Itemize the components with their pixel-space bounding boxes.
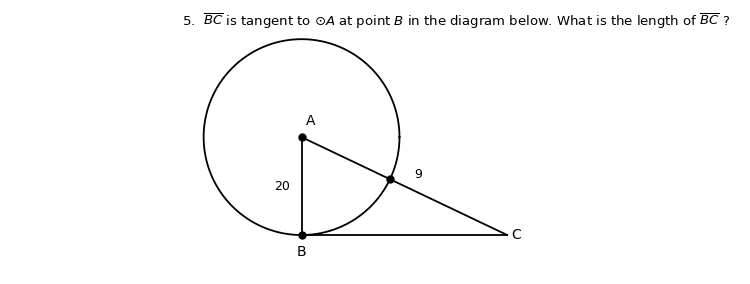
Text: A: A — [305, 114, 315, 128]
Text: 20: 20 — [274, 179, 290, 193]
Text: 5.  $\overline{BC}$ is tangent to $\odot$$A$ at point $B$ in the diagram below. : 5. $\overline{BC}$ is tangent to $\odot$… — [182, 11, 730, 31]
Text: 9: 9 — [414, 168, 422, 181]
Text: C: C — [511, 228, 520, 242]
Text: B: B — [297, 245, 306, 259]
